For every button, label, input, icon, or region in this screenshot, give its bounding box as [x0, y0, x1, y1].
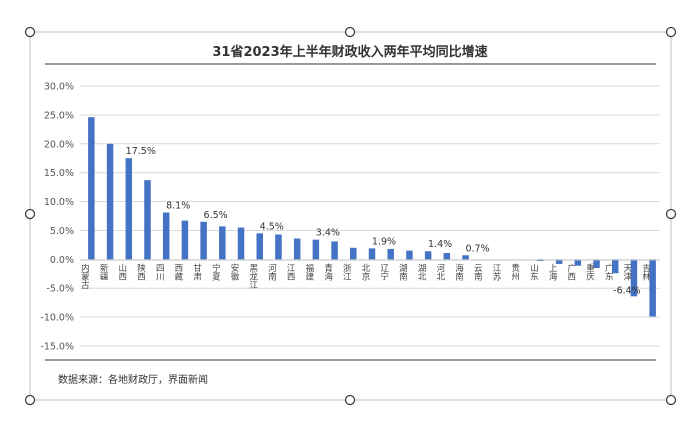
resize-handle-bottom-right[interactable] [665, 394, 677, 406]
y-tick-label: -5.0% [46, 284, 74, 295]
gridlines [80, 85, 660, 347]
source-note: 数据来源：各地财政厅，界面新闻 [58, 373, 208, 386]
x-tick-label: 浙江 [341, 263, 351, 282]
bar [181, 220, 189, 260]
resize-handle-top-left[interactable] [24, 26, 36, 38]
resize-handle-middle-left[interactable] [24, 208, 36, 220]
x-tick-label: 吉林 [641, 263, 651, 281]
x-tick-label: 河北 [435, 263, 445, 282]
x-tick-label: 青海 [323, 263, 333, 282]
data-labels: 17.5% 8.1% 6.5% 4.5% 3.4% 1.9% 1.4% 0.7% -6.4% [126, 146, 641, 296]
bar [611, 259, 619, 274]
x-tick-label: 山西 [117, 263, 127, 282]
data-label: -6.4% [613, 285, 641, 296]
y-tick-label: 25.0% [44, 110, 74, 121]
x-tick-label: 湖北 [416, 263, 426, 281]
data-label: 1.9% [372, 236, 396, 247]
bar [256, 233, 263, 260]
x-tick-label: 四川 [154, 263, 164, 280]
bar [443, 252, 451, 260]
x-tick-label: 海南 [454, 263, 464, 281]
y-tick-label: 20.0% [44, 139, 74, 150]
y-tick-label: -15.0% [40, 342, 74, 353]
data-label: 4.5% [260, 221, 284, 232]
x-tick-label: 新疆 [98, 263, 108, 282]
x-tick-label: 江苏 [491, 263, 501, 281]
x-tick-label: 上海 [547, 263, 557, 281]
x-axis-labels: 内蒙古 新疆 山西 陕西 四川 西藏 甘肃 宁夏 安徽 黑龙江 河南 江西 福建 青海 浙江 北京 辽宁 湖南 湖北… [79, 263, 651, 290]
bar [406, 250, 413, 260]
bar [88, 117, 95, 260]
x-tick-label: 北京 [360, 263, 370, 281]
x-tick-label: 西藏 [173, 263, 183, 281]
data-label: 1.4% [428, 239, 452, 250]
x-tick-label: 甘肃 [192, 263, 202, 282]
bar [125, 158, 133, 260]
bar [331, 241, 338, 260]
bar [555, 259, 563, 264]
data-label: 0.7% [465, 243, 489, 254]
bar [630, 259, 638, 297]
x-tick-label: 山东 [528, 263, 538, 281]
selection-handles[interactable] [24, 26, 677, 406]
x-tick-label: 宁夏 [210, 263, 220, 281]
x-tick-label: 江西 [285, 263, 295, 281]
bar [219, 226, 226, 260]
resize-handle-bottom-left[interactable] [24, 394, 36, 406]
chart-title: 31省2023年上半年财政收入两年平均同比增速 [212, 44, 487, 60]
x-tick-label: 安徽 [229, 263, 239, 282]
x-tick-label: 贵州 [510, 263, 520, 281]
bar [649, 259, 656, 317]
bar [462, 255, 469, 260]
data-label: 6.5% [204, 210, 228, 221]
bar [237, 227, 245, 260]
y-tick-label: 5.0% [50, 226, 74, 237]
bar [312, 239, 320, 260]
y-tick-label: 0.0% [50, 255, 74, 266]
bar [574, 259, 582, 266]
data-label: 8.1% [166, 201, 190, 212]
y-axis-ticks: 30.0% 25.0% 20.0% 15.0% 10.0% 5.0% 0.0% -5.0% -1… [40, 82, 74, 353]
y-tick-label: -10.0% [40, 313, 74, 324]
bar [275, 234, 282, 260]
y-tick-label: 10.0% [44, 197, 74, 208]
resize-handle-bottom-center[interactable] [344, 394, 356, 406]
x-tick-label: 云南 [472, 263, 482, 280]
resize-handle-middle-right[interactable] [665, 208, 677, 220]
bar [162, 212, 170, 260]
x-tick-label: 河南 [266, 263, 276, 281]
x-tick-label: 广东 [603, 263, 613, 281]
x-tick-label: 黑龙江 [248, 263, 258, 289]
bar [350, 247, 357, 260]
x-tick-label: 陕西 [135, 263, 145, 282]
bar [593, 259, 600, 268]
bar [293, 238, 301, 260]
x-tick-label: 重庆 [585, 263, 595, 282]
bar [387, 248, 394, 260]
data-label: 3.4% [316, 228, 340, 239]
resize-handle-top-right[interactable] [665, 26, 677, 38]
bar [368, 248, 376, 260]
x-tick-label: 内蒙古 [79, 263, 89, 290]
bar [106, 143, 114, 260]
bar [144, 180, 151, 260]
y-tick-label: 30.0% [44, 82, 74, 93]
x-tick-label: 广西 [566, 263, 576, 282]
x-tick-label: 辽宁 [379, 263, 389, 280]
bar [424, 251, 432, 260]
bars [88, 117, 656, 317]
bar [200, 221, 207, 260]
x-tick-label: 天津 [622, 263, 632, 281]
y-tick-label: 15.0% [44, 168, 74, 179]
chart-border [29, 31, 672, 401]
resize-handle-top-center[interactable] [344, 26, 356, 38]
x-tick-label: 湖南 [397, 263, 407, 280]
x-tick-label: 福建 [304, 263, 314, 282]
data-label: 17.5% [126, 146, 156, 157]
